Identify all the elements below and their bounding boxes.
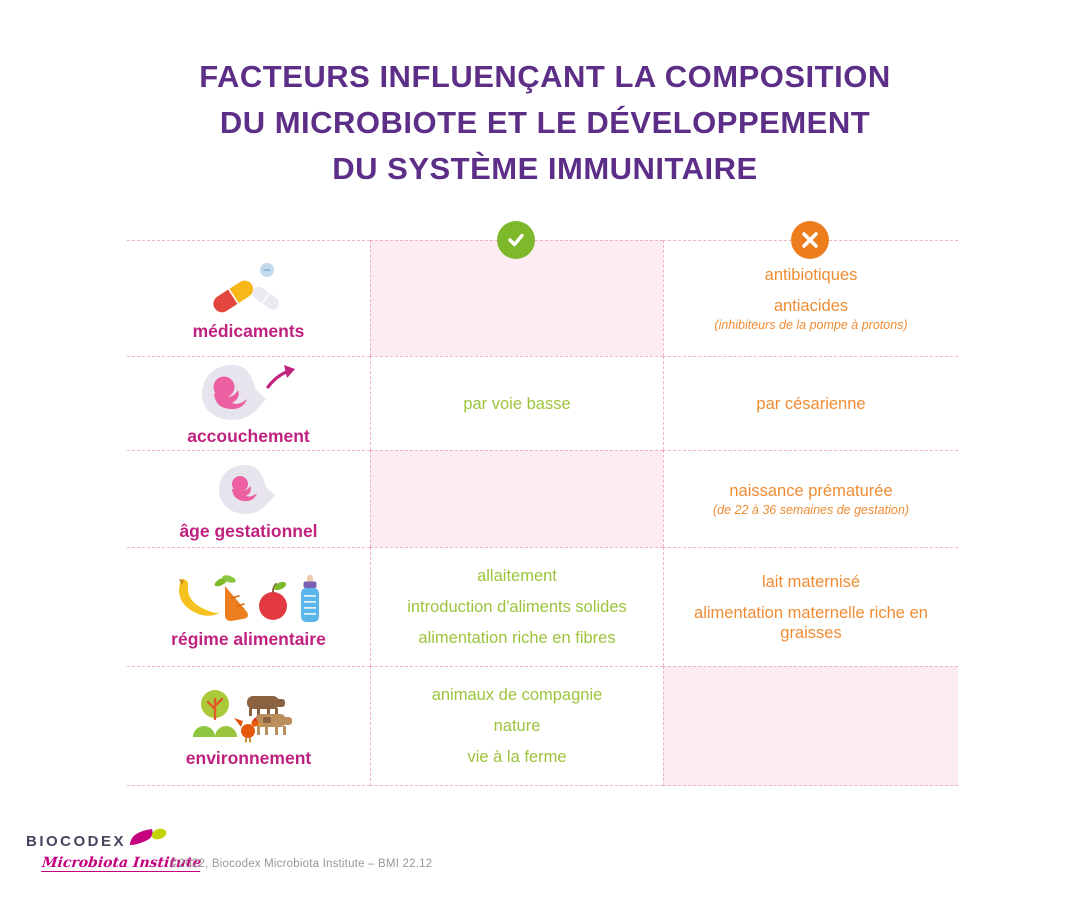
positive-item: allaitement xyxy=(477,567,557,585)
factor-cell-age-gestationnel: âge gestationnel xyxy=(127,450,370,547)
factor-label: accouchement xyxy=(187,425,310,446)
copyright-text: ©2022, Biocodex Microbiota Institute – B… xyxy=(170,858,433,870)
positive-item: animaux de compagnie xyxy=(431,686,603,704)
negative-item-group: antiacides (inhibiteurs de la pompe à pr… xyxy=(714,296,907,333)
fetus-icon xyxy=(209,456,289,518)
pills-icon xyxy=(201,256,296,318)
positive-item: introduction d'aliments solides xyxy=(407,598,627,616)
factor-cell-regime-alimentaire: régime alimentaire xyxy=(127,547,370,666)
negative-item-note: (inhibiteurs de la pompe à protons) xyxy=(714,317,908,332)
negative-cell: antibiotiques antiacides (inhibiteurs de… xyxy=(663,240,958,356)
negative-item: alimentation maternelle riche en graisse… xyxy=(694,603,928,642)
factor-label: environnement xyxy=(185,748,312,768)
negative-item: lait maternisé xyxy=(761,572,861,591)
factor-cell-accouchement: accouchement xyxy=(127,356,370,450)
biocodex-wordmark: BIOCODEX xyxy=(26,833,127,850)
positive-cell-empty xyxy=(370,240,663,356)
positive-item: vie à la ferme xyxy=(467,748,567,766)
positive-item: par voie basse xyxy=(463,394,571,413)
negative-cell-empty xyxy=(663,666,958,786)
negative-item: par césarienne xyxy=(756,394,866,413)
title-line-1: FACTEURS INFLUENÇANT LA COMPOSITION xyxy=(190,54,901,100)
negative-item: antiacides xyxy=(773,296,849,315)
cross-icon xyxy=(791,221,829,259)
environment-icon xyxy=(191,683,306,745)
factors-table: médicaments antibiotiques antiacides (in… xyxy=(127,221,958,786)
food-icons xyxy=(169,564,329,626)
factor-cell-medicaments: médicaments xyxy=(127,240,370,356)
negative-cell: lait maternisé alimentation maternelle r… xyxy=(663,547,958,666)
negative-item-note: (de 22 à 36 semaines de gestation) xyxy=(713,502,909,517)
factor-cell-environnement: environnement xyxy=(127,666,370,786)
positive-cell: animaux de compagnie nature vie à la fer… xyxy=(370,666,663,786)
negative-item: antibiotiques xyxy=(764,265,858,284)
positive-cell-empty xyxy=(370,450,663,547)
factor-label: médicaments xyxy=(192,320,305,341)
birth-icon xyxy=(194,361,304,423)
positive-item: alimentation riche en fibres xyxy=(418,629,616,647)
positive-item: nature xyxy=(493,717,541,735)
negative-item: naissance prématurée xyxy=(729,481,893,500)
factor-label: régime alimentaire xyxy=(171,629,326,649)
title-line-3: DU SYSTÈME IMMUNITAIRE xyxy=(323,146,767,192)
negative-cell: par césarienne xyxy=(663,356,958,450)
positive-cell: allaitement introduction d'aliments soli… xyxy=(370,547,663,666)
negative-cell: naissance prématurée (de 22 à 36 semaine… xyxy=(663,450,958,547)
page-title: FACTEURS INFLUENÇANT LA COMPOSITION DU M… xyxy=(0,54,1090,192)
positive-cell: par voie basse xyxy=(370,356,663,450)
biocodex-leaf-icon xyxy=(128,827,168,854)
biocodex-logo: BIOCODEX Microbiota Institute xyxy=(26,828,202,872)
factor-label: âge gestationnel xyxy=(179,521,318,541)
title-line-2: DU MICROBIOTE ET LE DÉVELOPPEMENT xyxy=(210,100,880,146)
check-icon xyxy=(497,221,535,259)
negative-item-group: naissance prématurée (de 22 à 36 semaine… xyxy=(713,481,909,518)
